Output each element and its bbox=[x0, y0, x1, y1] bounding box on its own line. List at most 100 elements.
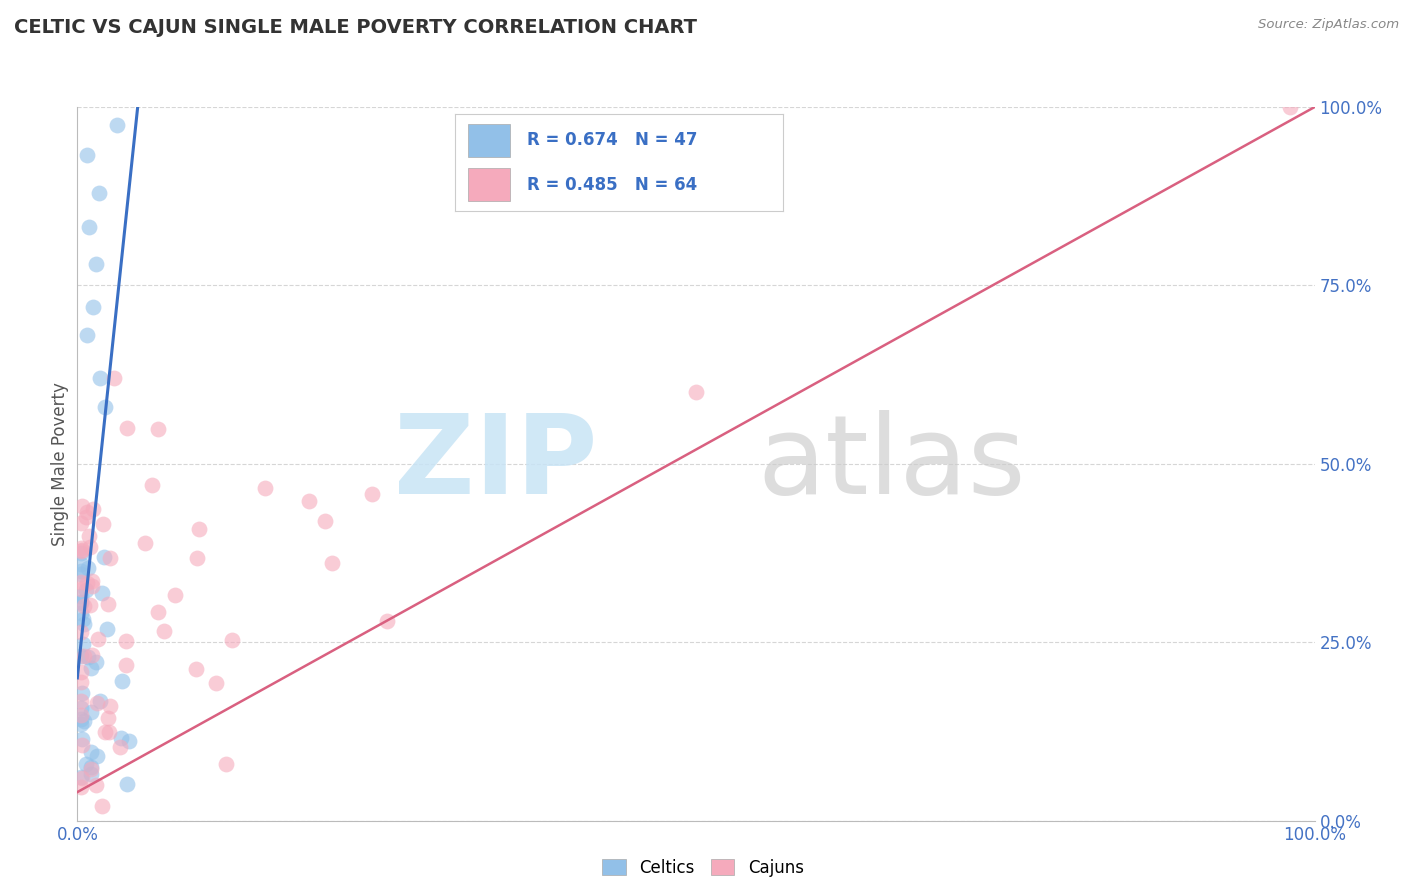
Point bbox=[77, 220, 100, 235]
Point bbox=[115, 421, 138, 435]
Point bbox=[97, 711, 120, 725]
Point bbox=[70, 541, 93, 555]
Point bbox=[86, 749, 108, 764]
Text: CELTIC VS CAJUN SINGLE MALE POVERTY CORRELATION CHART: CELTIC VS CAJUN SINGLE MALE POVERTY CORR… bbox=[14, 18, 697, 37]
Point bbox=[72, 731, 94, 746]
Point bbox=[73, 599, 96, 613]
Point bbox=[1278, 100, 1301, 114]
Point bbox=[82, 300, 104, 314]
Point bbox=[93, 400, 115, 414]
Point bbox=[108, 740, 131, 755]
Point bbox=[79, 529, 101, 543]
Point bbox=[75, 510, 97, 524]
Point bbox=[72, 637, 94, 651]
Point bbox=[70, 516, 93, 531]
Point bbox=[73, 714, 96, 728]
Point bbox=[70, 770, 93, 784]
Point bbox=[70, 625, 93, 640]
Point bbox=[76, 505, 98, 519]
Point bbox=[685, 385, 707, 400]
Point bbox=[141, 478, 163, 492]
Point bbox=[87, 632, 110, 646]
Point bbox=[134, 536, 156, 550]
Point bbox=[70, 693, 93, 707]
Point bbox=[184, 663, 207, 677]
Point bbox=[79, 598, 101, 612]
Point bbox=[70, 607, 93, 621]
Point bbox=[118, 734, 141, 748]
Point bbox=[93, 725, 115, 739]
Point bbox=[80, 705, 103, 719]
Point bbox=[97, 725, 120, 739]
Point bbox=[86, 696, 108, 710]
Point bbox=[79, 540, 101, 554]
Point bbox=[153, 624, 176, 639]
Point bbox=[76, 575, 98, 590]
Text: Source: ZipAtlas.com: Source: ZipAtlas.com bbox=[1258, 18, 1399, 31]
Point bbox=[76, 328, 98, 343]
Point bbox=[76, 148, 98, 162]
Point bbox=[89, 371, 111, 385]
Point bbox=[70, 564, 93, 578]
Point bbox=[165, 588, 187, 602]
Point bbox=[89, 694, 111, 708]
Point bbox=[80, 760, 103, 774]
Point bbox=[80, 574, 103, 589]
Point bbox=[314, 514, 336, 528]
Point bbox=[70, 545, 93, 559]
Point bbox=[70, 596, 93, 610]
Point bbox=[93, 549, 115, 564]
Point bbox=[215, 756, 238, 771]
Point bbox=[80, 762, 103, 776]
Point bbox=[146, 605, 169, 619]
Point bbox=[70, 544, 93, 558]
Point bbox=[70, 557, 93, 571]
Point bbox=[84, 778, 107, 792]
Point bbox=[97, 598, 120, 612]
Point bbox=[82, 501, 104, 516]
Point bbox=[70, 589, 93, 603]
Point bbox=[77, 650, 100, 665]
Point bbox=[70, 649, 93, 664]
Point bbox=[98, 699, 121, 714]
Point bbox=[221, 633, 243, 648]
Point bbox=[115, 658, 138, 673]
Point bbox=[70, 500, 93, 514]
Point bbox=[70, 574, 93, 589]
Point bbox=[186, 551, 208, 566]
Point bbox=[91, 517, 114, 532]
Y-axis label: Single Male Poverty: Single Male Poverty bbox=[51, 382, 69, 546]
Point bbox=[111, 674, 134, 689]
Point bbox=[90, 586, 112, 600]
Point bbox=[73, 648, 96, 663]
Point bbox=[79, 745, 101, 759]
Point bbox=[98, 550, 121, 565]
Point bbox=[375, 614, 398, 628]
Point bbox=[70, 701, 93, 715]
Point bbox=[75, 582, 97, 597]
Point bbox=[70, 712, 93, 726]
Point bbox=[72, 611, 94, 625]
Point bbox=[70, 567, 93, 582]
Point bbox=[77, 561, 100, 575]
Point bbox=[117, 777, 139, 791]
Point bbox=[70, 739, 93, 753]
Point bbox=[72, 543, 94, 558]
Point bbox=[80, 767, 103, 781]
Point bbox=[70, 780, 93, 795]
Point bbox=[96, 622, 118, 636]
Point bbox=[110, 731, 132, 746]
Point bbox=[70, 707, 93, 722]
Point bbox=[321, 556, 343, 570]
Point bbox=[361, 487, 384, 501]
Point bbox=[82, 579, 104, 593]
Point bbox=[115, 634, 138, 648]
Point bbox=[70, 771, 93, 785]
Point bbox=[70, 595, 93, 609]
Text: atlas: atlas bbox=[758, 410, 1026, 517]
Point bbox=[70, 674, 93, 689]
Point bbox=[87, 186, 110, 200]
Point bbox=[298, 494, 321, 508]
Point bbox=[204, 676, 226, 690]
Point bbox=[70, 582, 93, 596]
